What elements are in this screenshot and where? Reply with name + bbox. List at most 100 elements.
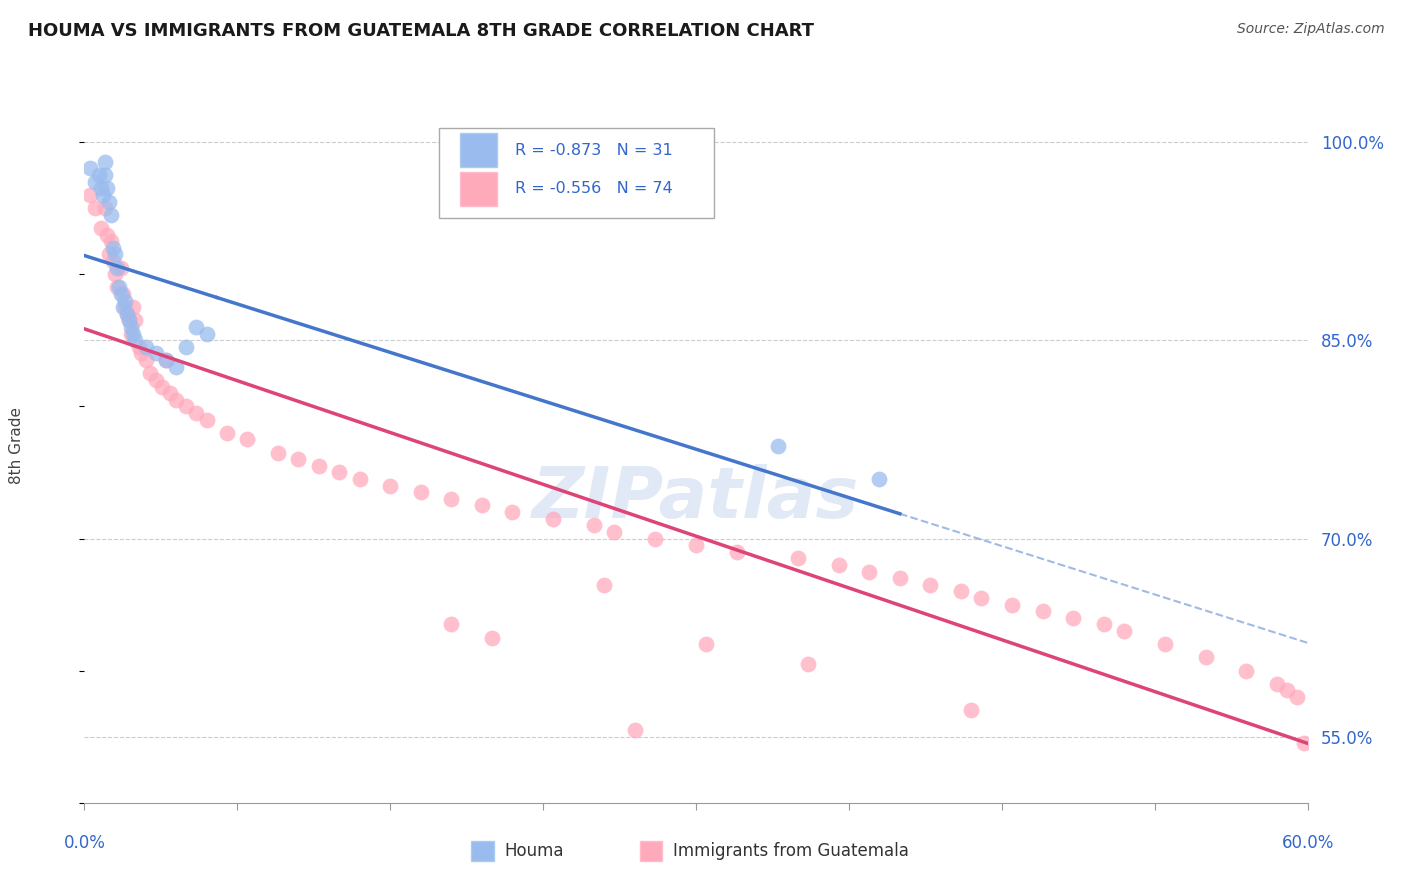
Point: [174, 340, 197, 354]
Point: [124, 333, 146, 347]
FancyBboxPatch shape: [460, 171, 496, 206]
Point: [583, 518, 606, 533]
Point: [695, 637, 717, 651]
Point: [79, 188, 101, 202]
Point: [128, 340, 150, 354]
Point: [950, 584, 973, 599]
Point: [112, 287, 135, 301]
Point: [83, 175, 105, 189]
Point: [97, 247, 120, 261]
Point: [90, 221, 112, 235]
Point: [122, 300, 145, 314]
Point: [502, 505, 524, 519]
Point: [165, 392, 187, 407]
Point: [131, 346, 153, 360]
Point: [869, 472, 891, 486]
Text: R = -0.556   N = 74: R = -0.556 N = 74: [515, 181, 672, 196]
Point: [267, 445, 290, 459]
Point: [797, 657, 820, 671]
Point: [308, 458, 330, 473]
Point: [90, 181, 112, 195]
Point: [1265, 677, 1288, 691]
Bar: [640, 841, 662, 861]
Point: [787, 551, 810, 566]
Point: [145, 373, 167, 387]
Point: [91, 188, 114, 202]
Point: [1032, 604, 1054, 618]
Point: [120, 326, 142, 341]
Point: [1114, 624, 1136, 638]
Text: Immigrants from Guatemala: Immigrants from Guatemala: [673, 842, 910, 860]
Point: [110, 260, 132, 275]
Point: [105, 260, 128, 275]
Point: [174, 400, 197, 414]
Point: [1195, 650, 1218, 665]
Point: [115, 307, 138, 321]
Point: [1277, 683, 1299, 698]
Text: 8th Grade: 8th Grade: [10, 408, 24, 484]
Point: [104, 267, 127, 281]
Point: [159, 386, 181, 401]
Point: [96, 227, 118, 242]
Point: [685, 538, 707, 552]
Point: [624, 723, 647, 738]
Point: [150, 379, 173, 393]
Text: R = -0.873   N = 31: R = -0.873 N = 31: [515, 143, 672, 158]
Point: [328, 466, 350, 480]
Point: [165, 359, 187, 374]
Bar: [471, 841, 494, 861]
Text: Houma: Houma: [505, 842, 564, 860]
FancyBboxPatch shape: [439, 128, 714, 218]
Point: [135, 353, 157, 368]
Point: [1292, 736, 1315, 750]
Point: [104, 247, 127, 261]
FancyBboxPatch shape: [460, 133, 496, 168]
Point: [83, 201, 105, 215]
Point: [124, 313, 146, 327]
Point: [236, 433, 259, 447]
Point: [1001, 598, 1024, 612]
Point: [543, 511, 565, 525]
Point: [920, 578, 942, 592]
Point: [93, 201, 117, 215]
Point: [87, 168, 110, 182]
Point: [186, 406, 208, 420]
Text: ZIPatlas: ZIPatlas: [533, 465, 859, 533]
Point: [287, 452, 309, 467]
Point: [440, 491, 463, 506]
Point: [110, 287, 132, 301]
Point: [120, 320, 142, 334]
Point: [858, 565, 880, 579]
Point: [115, 307, 138, 321]
Point: [409, 485, 432, 500]
Point: [108, 280, 131, 294]
Point: [1236, 664, 1258, 678]
Point: [118, 313, 141, 327]
Point: [155, 353, 177, 368]
Point: [960, 703, 983, 717]
Point: [138, 367, 160, 381]
Point: [349, 472, 371, 486]
Point: [93, 154, 117, 169]
Point: [135, 340, 157, 354]
Text: Source: ZipAtlas.com: Source: ZipAtlas.com: [1237, 22, 1385, 37]
Point: [79, 161, 101, 176]
Point: [481, 631, 503, 645]
Point: [766, 439, 789, 453]
Text: 0.0%: 0.0%: [63, 834, 105, 852]
Point: [593, 578, 616, 592]
Point: [122, 326, 145, 341]
Point: [112, 300, 135, 314]
Point: [93, 168, 117, 182]
Point: [114, 293, 136, 308]
Point: [380, 478, 402, 492]
Point: [97, 194, 120, 209]
Point: [603, 524, 626, 539]
Point: [100, 208, 122, 222]
Point: [725, 545, 748, 559]
Point: [970, 591, 993, 605]
Point: [118, 313, 141, 327]
Point: [471, 499, 494, 513]
Point: [100, 234, 122, 248]
Point: [195, 412, 218, 426]
